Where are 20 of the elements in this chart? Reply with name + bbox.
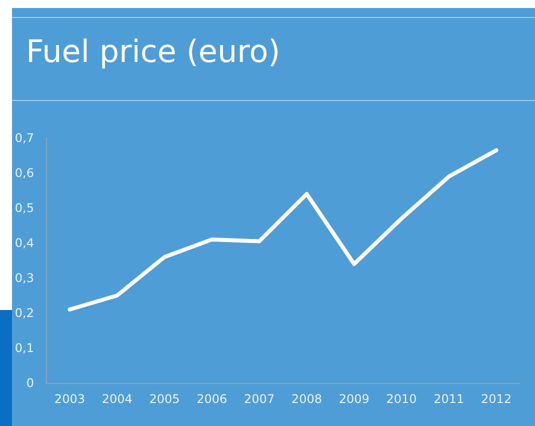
x-tick-label: 2009 <box>338 392 370 406</box>
x-tick-label: 2011 <box>434 392 464 406</box>
y-tick-label: 0,4 <box>14 236 34 250</box>
y-tick-label: 0,7 <box>14 131 34 145</box>
y-tick-label: 0,1 <box>14 341 34 355</box>
y-tick-label: 0,6 <box>14 166 34 180</box>
y-tick-label: 0,2 <box>14 306 34 320</box>
x-tick-label: 2003 <box>54 392 85 406</box>
x-tick-label: 2007 <box>244 392 275 406</box>
x-tick-label: 2005 <box>149 392 180 406</box>
x-tick-label: 2008 <box>291 392 322 406</box>
line-series <box>68 148 498 312</box>
x-tick-label: 2012 <box>481 392 512 406</box>
x-tick-label: 2004 <box>102 392 132 406</box>
x-tick-label: 2006 <box>196 392 228 406</box>
chart-title: Fuel price (euro) <box>26 34 280 70</box>
y-tick-label: 0 <box>26 376 34 390</box>
y-tick-label: 0,3 <box>14 271 34 285</box>
y-tick-label: 0,5 <box>14 201 34 215</box>
x-tick-label: 2010 <box>386 392 417 406</box>
